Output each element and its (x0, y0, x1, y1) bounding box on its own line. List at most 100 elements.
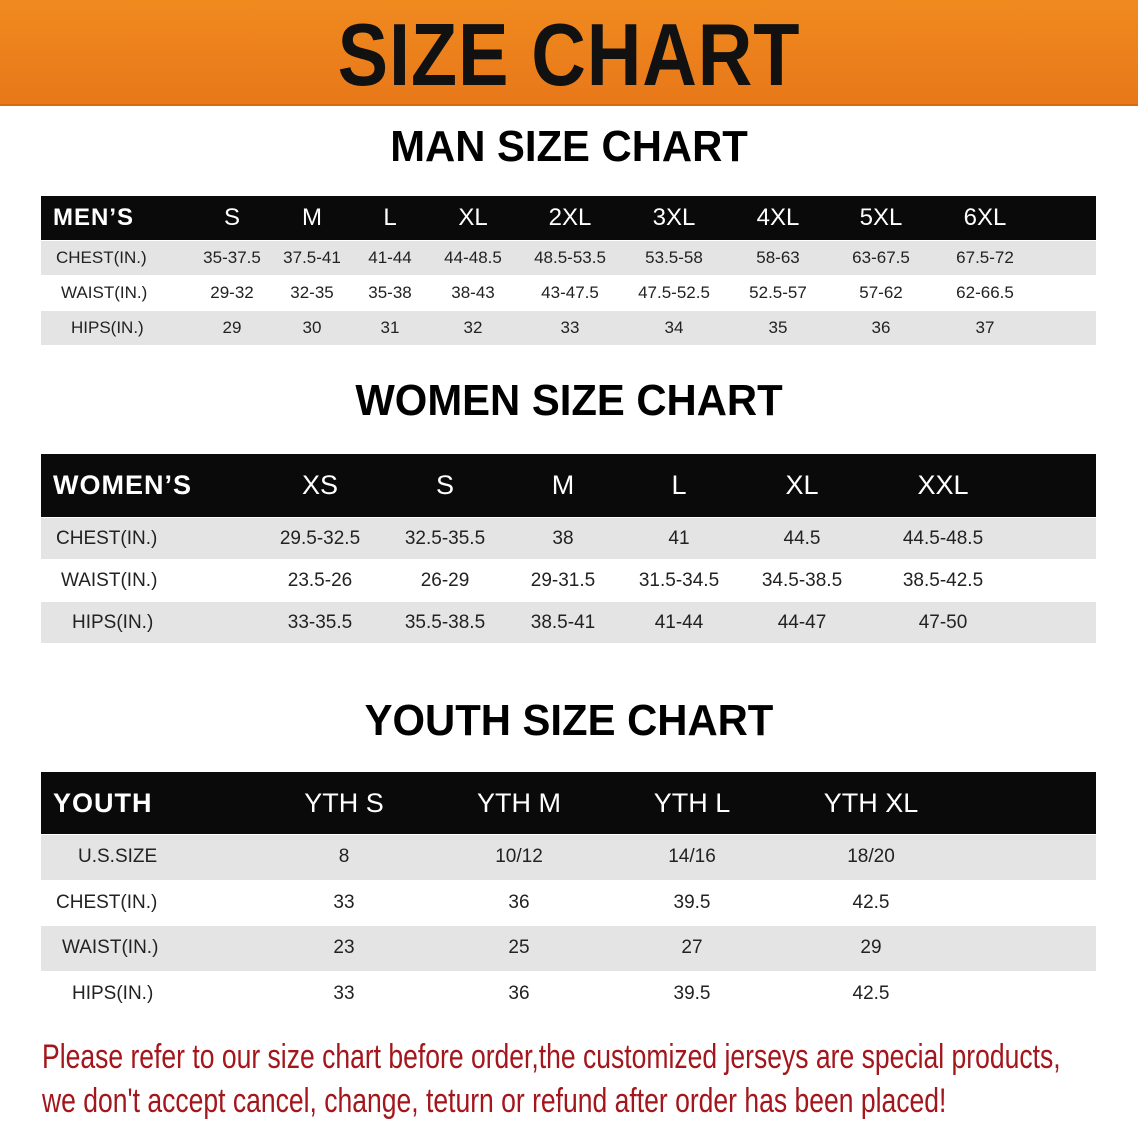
measurement-value: 36 (508, 891, 530, 913)
size-header: YTH L (653, 787, 731, 818)
table-row: HIPS(IN.) 33-35.5 35.5-38.5 38.5-41 41-44 44-… (41, 602, 1096, 643)
measurement-label: U.S.SIZE (78, 846, 158, 868)
measurement-label: CHEST(IN.) (56, 891, 158, 913)
table-row: HIPS(IN.) 29 30 31 32 33 34 35 36 37 (41, 311, 1096, 345)
measurement-value: 32 (463, 318, 483, 337)
measurement-value: 33 (333, 891, 355, 913)
measurement-value: 31.5-34.5 (638, 569, 720, 591)
measurement-value: 34 (664, 318, 684, 337)
measurement-value: 41-44 (654, 611, 704, 633)
measurement-value: 63-67.5 (852, 248, 910, 267)
measurement-value: 34.5-38.5 (761, 569, 843, 591)
measurement-value: 26-29 (420, 569, 470, 591)
measurement-value: 62-66.5 (956, 283, 1014, 302)
measurement-label: CHEST(IN.) (56, 248, 147, 267)
measurement-value: 37.5-41 (283, 248, 341, 267)
size-header: L (671, 470, 687, 500)
banner-title: SIZE CHART (337, 5, 801, 104)
size-header: XXL (917, 470, 969, 500)
measurement-value: 39.5 (673, 891, 711, 913)
size-header: 4XL (756, 204, 800, 231)
measurement-value: 52.5-57 (749, 283, 807, 302)
measurement-value: 53.5-58 (645, 248, 703, 267)
measurement-value: 32-35 (290, 283, 334, 302)
measurement-value: 35-38 (368, 283, 412, 302)
measurement-value: 35-37.5 (203, 248, 261, 267)
measurement-label: HIPS(IN.) (72, 982, 154, 1004)
measurement-value: 10/12 (495, 846, 543, 868)
men-section-title: MAN SIZE CHART (390, 122, 748, 171)
table-row: HIPS(IN.) 33 36 39.5 42.5 (41, 971, 1096, 1016)
measurement-value: 25 (508, 937, 530, 959)
measurement-value: 42.5 (852, 982, 890, 1004)
measurement-value: 36 (871, 318, 891, 337)
size-header: 2XL (548, 204, 592, 231)
measurement-value: 41-44 (368, 248, 412, 267)
measurement-value: 35.5-38.5 (404, 611, 486, 633)
size-header: 5XL (859, 204, 903, 231)
table-row: U.S.SIZE 8 10/12 14/16 18/20 (41, 835, 1096, 880)
measurement-value: 39.5 (673, 982, 711, 1004)
measurement-label: CHEST(IN.) (56, 527, 158, 549)
notice-line-1: Please refer to our size chart before or… (42, 1038, 1061, 1076)
measurement-value: 27 (681, 937, 703, 959)
measurement-value: 23.5-26 (287, 569, 353, 591)
youth-section-title: YOUTH SIZE CHART (364, 696, 774, 745)
measurement-value: 44-48.5 (444, 248, 502, 267)
banner: SIZE CHART (0, 0, 1138, 106)
measurement-value: 29-31.5 (530, 569, 596, 591)
table-corner-label: WOMEN’S (53, 470, 192, 500)
table-corner-label: MEN’S (53, 204, 135, 231)
measurement-value: 14/16 (668, 846, 716, 868)
table-corner-label: YOUTH (53, 787, 153, 818)
measurement-value: 67.5-72 (956, 248, 1014, 267)
measurement-value: 44.5-48.5 (902, 527, 984, 549)
measurement-value: 47.5-52.5 (638, 283, 710, 302)
table-row: CHEST(IN.) 35-37.5 37.5-41 41-44 44-48.5 48.5… (41, 241, 1096, 275)
measurement-label: WAIST(IN.) (62, 937, 159, 959)
measurement-value: 38 (552, 527, 574, 549)
measurement-value: 18/20 (847, 846, 895, 868)
measurement-value: 47-50 (918, 611, 968, 633)
measurement-value: 37 (975, 318, 995, 337)
measurement-value: 38-43 (451, 283, 495, 302)
measurement-label: HIPS(IN.) (71, 318, 144, 337)
size-header: XL (458, 204, 488, 231)
table-row: WAIST(IN.) 29-32 32-35 35-38 38-43 43-47.5 47.… (41, 276, 1096, 310)
size-header: 6XL (963, 204, 1007, 231)
measurement-value: 33-35.5 (287, 611, 353, 633)
notice-line-2: we don't accept cancel, change, teturn o… (42, 1082, 947, 1120)
measurement-value: 57-62 (859, 283, 903, 302)
measurement-label: HIPS(IN.) (72, 611, 154, 633)
measurement-label: WAIST(IN.) (61, 283, 148, 302)
table-row: CHEST(IN.) 29.5-32.5 32.5-35.5 38 41 44.5 44.5… (41, 518, 1096, 559)
measurement-value: 29.5-32.5 (279, 527, 361, 549)
measurement-value: 48.5-53.5 (534, 248, 606, 267)
measurement-value: 29 (860, 937, 882, 959)
measurement-value: 43-47.5 (541, 283, 599, 302)
measurement-value: 44.5 (783, 527, 821, 549)
measurement-value: 29 (222, 318, 242, 337)
table-row: WAIST(IN.) 23.5-26 26-29 29-31.5 31.5-34.5 34… (41, 560, 1096, 601)
measurement-value: 58-63 (756, 248, 800, 267)
women-section-title: WOMEN SIZE CHART (355, 376, 783, 425)
size-header: L (383, 204, 397, 231)
youth-size-table: YOUTH YTH S YTH M YTH L YTH XL U.S.SIZE 8 10/12… (41, 772, 1096, 1017)
size-header: YTH M (477, 787, 561, 818)
measurement-value: 38.5-41 (530, 611, 596, 633)
measurement-value: 23 (333, 937, 355, 959)
size-header: XL (785, 470, 819, 500)
measurement-value: 8 (338, 846, 350, 868)
measurement-value: 32.5-35.5 (404, 527, 486, 549)
size-header: M (551, 470, 575, 500)
measurement-value: 30 (302, 318, 322, 337)
measurement-label: WAIST(IN.) (61, 569, 158, 591)
size-header: S (223, 204, 241, 231)
measurement-value: 42.5 (852, 891, 890, 913)
measurement-value: 33 (560, 318, 580, 337)
measurement-value: 35 (768, 318, 788, 337)
measurement-value: 33 (333, 982, 355, 1004)
header-row: YOUTH YTH S YTH M YTH L YTH XL (41, 772, 1096, 834)
measurement-value: 41 (668, 527, 690, 549)
men-size-table: MEN’S S M L XL 2XL 3XL 4XL 5XL 6XL CHEST(IN.) 35-37… (41, 196, 1096, 346)
